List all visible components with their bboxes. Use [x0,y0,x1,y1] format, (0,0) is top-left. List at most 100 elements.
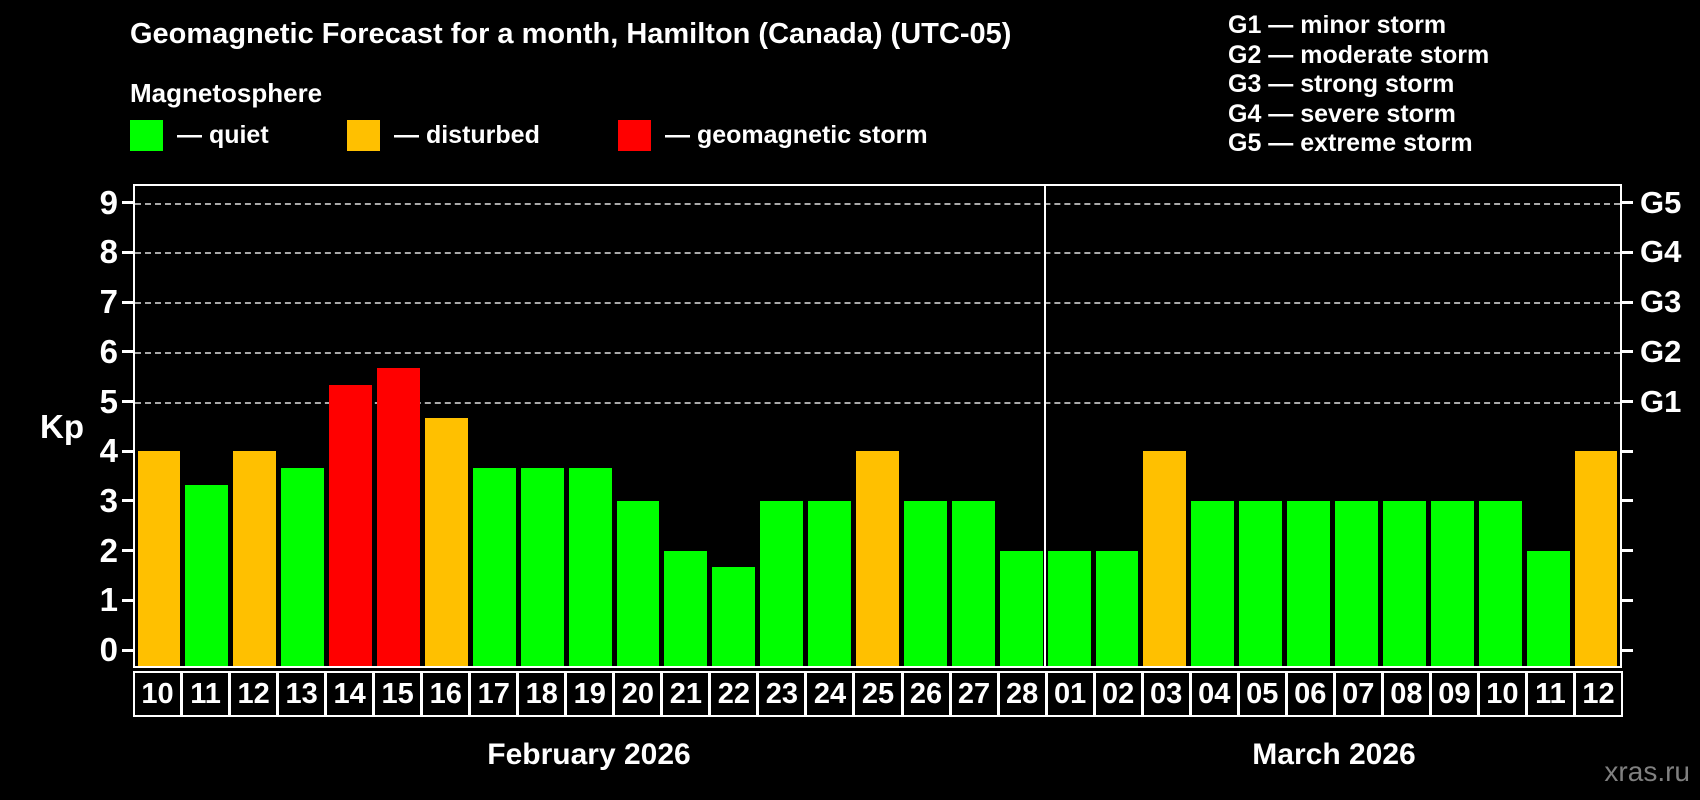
y-tick-label-9: 9 [99,183,118,221]
y-tick-left-3 [122,499,133,503]
day-label-feb-26: 26 [901,671,951,717]
x-axis-day-row: 10 11 12 13 14 15 16 17 18 19 20 21 22 23 24 25 26 27 28 01… [133,671,1623,717]
day-label-feb-19: 19 [565,671,615,717]
gridline-kp9 [135,202,1620,205]
g1-legend-line: G1 — minor storm [1228,11,1447,39]
watermark: xras.ru [1604,756,1690,787]
day-label-mar-03: 03 [1141,671,1191,717]
day-label-feb-28: 28 [997,671,1047,717]
kp-bar-feb-15 [377,368,420,666]
g2-legend-line: G2 — moderate storm [1228,40,1490,69]
y-tick-label-8: 8 [99,233,118,271]
kp-bar-feb-10 [137,451,181,666]
month-separator-line [1044,186,1047,666]
storm-scale-legend: G1 — minor storm G2 — moderate storm G3 … [1228,11,1489,159]
kp-bar-feb-13 [281,467,325,666]
kp-bar-mar-03 [1143,451,1187,666]
day-label-feb-23: 23 [757,671,807,717]
disturbed-legend-label: — disturbed [394,121,540,149]
right-axis-label-g3: G3 [1640,284,1682,320]
day-label-feb-15: 15 [373,671,423,717]
y-tick-left-2 [122,549,133,553]
y-tick-label-1: 1 [99,581,118,619]
quiet-swatch-icon [130,120,163,151]
y-tick-label-6: 6 [99,332,118,370]
day-label-mar-08: 08 [1381,671,1431,717]
y-tick-right-2 [1622,549,1633,553]
storm-swatch-icon [618,120,651,151]
kp-bar-mar-06 [1287,500,1331,666]
day-label-mar-11: 11 [1525,671,1575,717]
y-tick-left-9 [122,201,133,205]
kp-bar-feb-16 [424,417,468,666]
day-label-feb-27: 27 [949,671,999,717]
kp-bar-mar-02 [1095,550,1139,666]
day-label-feb-16: 16 [421,671,471,717]
day-label-mar-02: 02 [1093,671,1143,717]
day-label-feb-13: 13 [277,671,327,717]
quiet-legend-label: — quiet [177,121,269,149]
kp-bar-feb-12 [233,451,277,666]
day-label-mar-12: 12 [1573,671,1623,717]
y-tick-left-8 [122,250,133,254]
gridline-kp7 [135,302,1620,305]
y-tick-label-7: 7 [99,283,118,321]
day-label-feb-14: 14 [325,671,375,717]
day-label-mar-05: 05 [1237,671,1287,717]
kp-bar-mar-12 [1574,451,1618,666]
kp-bar-mar-11 [1526,550,1570,666]
disturbed-swatch-icon [347,120,380,151]
day-label-mar-04: 04 [1189,671,1239,717]
kp-bar-feb-27 [951,500,995,666]
kp-bar-mar-09 [1430,500,1474,666]
kp-bar-feb-17 [472,467,516,666]
kp-bar-feb-14 [329,385,372,666]
day-label-feb-11: 11 [181,671,231,717]
y-axis-title: Kp [40,408,84,445]
right-axis-label-g2: G2 [1640,333,1682,369]
kp-bar-mar-04 [1191,500,1235,666]
day-label-mar-09: 09 [1429,671,1479,717]
kp-bar-feb-24 [808,500,852,666]
y-tick-right-0 [1622,648,1633,652]
g5-legend-line: G5 — extreme storm [1228,129,1473,157]
kp-bar-feb-11 [185,484,229,666]
y-tick-right-8 [1622,250,1633,254]
kp-bar-feb-19 [568,467,612,666]
right-axis-label-g4: G4 [1640,234,1682,270]
month-label-march: March 2026 [1252,738,1416,771]
day-label-feb-24: 24 [805,671,855,717]
kp-bar-feb-28 [999,550,1043,666]
right-axis-label-g1: G1 [1640,383,1682,419]
day-label-mar-01: 01 [1045,671,1095,717]
month-label-february: February 2026 [487,738,691,771]
kp-bar-feb-22 [712,567,756,666]
kp-bar-mar-08 [1382,500,1426,666]
kp-bar-feb-26 [903,500,947,666]
day-label-feb-12: 12 [229,671,279,717]
kp-bar-feb-20 [616,500,660,666]
magnetosphere-label: Magnetosphere [130,78,323,108]
kp-bar-mar-07 [1335,500,1378,666]
y-tick-right-4 [1622,449,1633,453]
y-tick-label-5: 5 [99,382,118,420]
y-tick-right-1 [1622,598,1633,602]
y-tick-left-1 [122,598,133,602]
kp-bar-feb-18 [520,467,564,666]
day-label-feb-20: 20 [613,671,663,717]
day-label-feb-25: 25 [853,671,903,717]
y-tick-right-7 [1622,300,1633,304]
g4-legend-line: G4 — severe storm [1228,99,1456,128]
gridline-kp8 [135,252,1620,255]
kp-bar-mar-01 [1047,550,1091,666]
y-tick-right-5 [1622,400,1633,403]
y-tick-right-3 [1622,499,1633,503]
storm-legend-label: — geomagnetic storm [665,121,928,149]
day-label-feb-10: 10 [133,671,183,717]
day-label-feb-18: 18 [517,671,567,717]
y-tick-label-4: 4 [99,432,118,470]
kp-bar-feb-23 [760,500,804,666]
day-label-mar-06: 06 [1285,671,1335,717]
day-label-mar-07: 07 [1333,671,1383,717]
